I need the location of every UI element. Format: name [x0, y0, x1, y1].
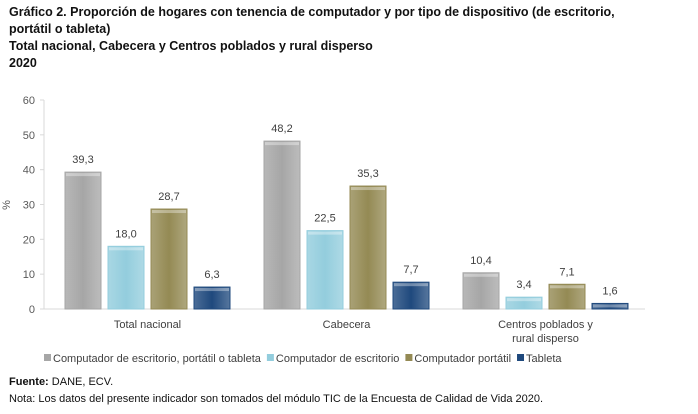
data-label: 1,6: [602, 285, 617, 297]
bar: [263, 140, 301, 310]
legend-swatch: [44, 354, 51, 361]
x-tick-label: Cabecera: [323, 319, 372, 331]
bar: [548, 283, 586, 310]
title-line: portátil o tableta): [9, 22, 111, 36]
bar-highlight: [308, 231, 342, 235]
legend-entry: Tableta: [526, 353, 562, 365]
legend-entry: Computador de escritorio: [276, 353, 400, 365]
data-label: 6,3: [204, 269, 219, 281]
source-text: DANE, ECV.: [48, 376, 114, 388]
title-line: Gráfico 2. Proporción de hogares con ten…: [9, 5, 615, 19]
x-tick-label: Centros poblados y: [498, 319, 593, 331]
data-label: 10,4: [470, 255, 491, 267]
data-label: 48,2: [271, 123, 292, 135]
bar: [306, 230, 344, 310]
data-label: 22,5: [314, 213, 335, 225]
x-tick-label: Total nacional: [114, 319, 181, 331]
bar: [349, 185, 387, 310]
data-label: 3,4: [516, 279, 531, 291]
source-note: Fuente: DANE, ECV.: [9, 376, 113, 388]
y-tick-label: 10: [23, 269, 35, 281]
bar: [193, 286, 231, 310]
legend-swatch: [405, 354, 413, 361]
chart-title: Gráfico 2. Proporción de hogares con ten…: [9, 4, 694, 72]
bar-highlight: [507, 298, 541, 302]
bar: [462, 272, 500, 310]
bar-highlight: [464, 273, 498, 277]
data-label: 7,7: [403, 264, 418, 276]
title-line: 2020: [9, 56, 37, 70]
bar: [150, 208, 188, 310]
bar: [64, 171, 102, 310]
bar-highlight: [394, 283, 428, 287]
x-tick-label: rural disperso: [512, 333, 579, 345]
y-tick-label: 50: [23, 130, 35, 142]
bar-highlight: [265, 142, 299, 146]
legend-swatch: [517, 354, 525, 361]
y-tick-label: 60: [23, 95, 35, 107]
data-label: 39,3: [72, 154, 93, 166]
bar: [392, 281, 430, 310]
data-label: 18,0: [115, 228, 136, 240]
source-label: Fuente:: [9, 376, 49, 388]
bar-chart: 0 10 20 30 40 50 60% 39,3 18,0 28,7 6,3 Total nacio…: [1, 95, 645, 365]
y-tick-label: 0: [29, 304, 35, 316]
y-tick-label: 20: [23, 234, 35, 246]
data-label: 7,1: [559, 266, 574, 278]
bar: [505, 296, 543, 310]
data-label: 28,7: [158, 191, 179, 203]
footnote: Nota: Los datos del presente indicador s…: [9, 393, 544, 405]
y-tick-label: 40: [23, 165, 35, 177]
bar: [107, 245, 145, 310]
y-axis-label: %: [1, 200, 13, 210]
bar-highlight: [152, 210, 186, 214]
bar-highlight: [550, 285, 584, 289]
data-label: 35,3: [357, 168, 378, 180]
bar: [591, 302, 629, 310]
bar-highlight: [351, 187, 385, 191]
bar-highlight: [593, 304, 627, 308]
legend-swatch: [266, 354, 274, 361]
bar-highlight: [66, 173, 100, 177]
bar-highlight: [195, 288, 229, 292]
y-tick-label: 30: [23, 200, 35, 212]
bar-highlight: [109, 247, 143, 251]
legend-entry: Computador de escritorio, portátil o tab…: [53, 353, 262, 365]
legend-entry: Computador portátil: [414, 353, 511, 365]
title-line: Total nacional, Cabecera y Centros pobla…: [9, 39, 373, 53]
